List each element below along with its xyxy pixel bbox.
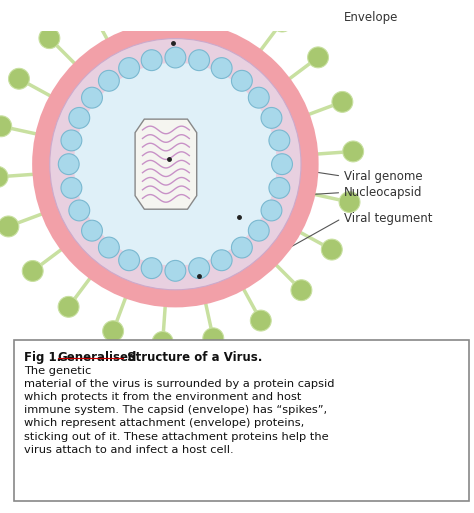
Text: Nucleocapsid: Nucleocapsid — [344, 186, 422, 199]
Circle shape — [0, 216, 19, 237]
Circle shape — [291, 280, 312, 301]
Circle shape — [165, 261, 186, 281]
Text: Envelope: Envelope — [344, 11, 398, 24]
Circle shape — [82, 220, 102, 241]
Circle shape — [50, 38, 301, 290]
Circle shape — [152, 331, 173, 352]
Circle shape — [227, 0, 248, 8]
Circle shape — [308, 47, 328, 68]
Circle shape — [269, 130, 290, 151]
Circle shape — [9, 68, 29, 89]
Circle shape — [0, 166, 8, 187]
Circle shape — [61, 177, 82, 199]
Circle shape — [189, 258, 210, 279]
Circle shape — [261, 107, 282, 128]
Circle shape — [248, 87, 269, 108]
Circle shape — [80, 0, 100, 18]
Circle shape — [58, 297, 79, 317]
Circle shape — [332, 91, 353, 112]
Circle shape — [33, 22, 318, 306]
Circle shape — [39, 28, 60, 49]
Circle shape — [165, 47, 186, 68]
Text: Fig 1.: Fig 1. — [24, 351, 65, 364]
Circle shape — [141, 50, 162, 71]
Circle shape — [250, 310, 271, 331]
Circle shape — [231, 70, 252, 91]
Polygon shape — [135, 119, 197, 209]
Circle shape — [272, 11, 292, 32]
Text: Viral genome: Viral genome — [344, 169, 422, 183]
Circle shape — [321, 239, 342, 260]
Circle shape — [74, 63, 277, 266]
Circle shape — [118, 250, 139, 271]
Circle shape — [339, 192, 360, 212]
Circle shape — [248, 220, 269, 241]
Circle shape — [211, 250, 232, 271]
Circle shape — [343, 141, 364, 162]
Circle shape — [103, 321, 124, 342]
Circle shape — [231, 237, 252, 258]
Circle shape — [0, 116, 12, 136]
Text: Generalised: Generalised — [58, 351, 137, 364]
Circle shape — [269, 177, 290, 199]
Circle shape — [203, 328, 224, 349]
Circle shape — [189, 50, 210, 71]
Circle shape — [58, 154, 79, 174]
Circle shape — [22, 261, 43, 282]
Circle shape — [211, 57, 232, 78]
Text: Viral tegument: Viral tegument — [344, 212, 432, 225]
Circle shape — [61, 130, 82, 151]
Circle shape — [272, 154, 292, 174]
Circle shape — [99, 70, 119, 91]
FancyBboxPatch shape — [14, 340, 469, 501]
Circle shape — [261, 200, 282, 221]
Circle shape — [118, 57, 139, 78]
Circle shape — [69, 107, 90, 128]
Text: Structure of a Virus.: Structure of a Virus. — [123, 351, 263, 364]
Circle shape — [69, 200, 90, 221]
Circle shape — [99, 237, 119, 258]
Circle shape — [141, 258, 162, 279]
Circle shape — [82, 87, 102, 108]
Text: The genetic
material of the virus is surrounded by a protein capsid
which protec: The genetic material of the virus is sur… — [24, 366, 334, 455]
